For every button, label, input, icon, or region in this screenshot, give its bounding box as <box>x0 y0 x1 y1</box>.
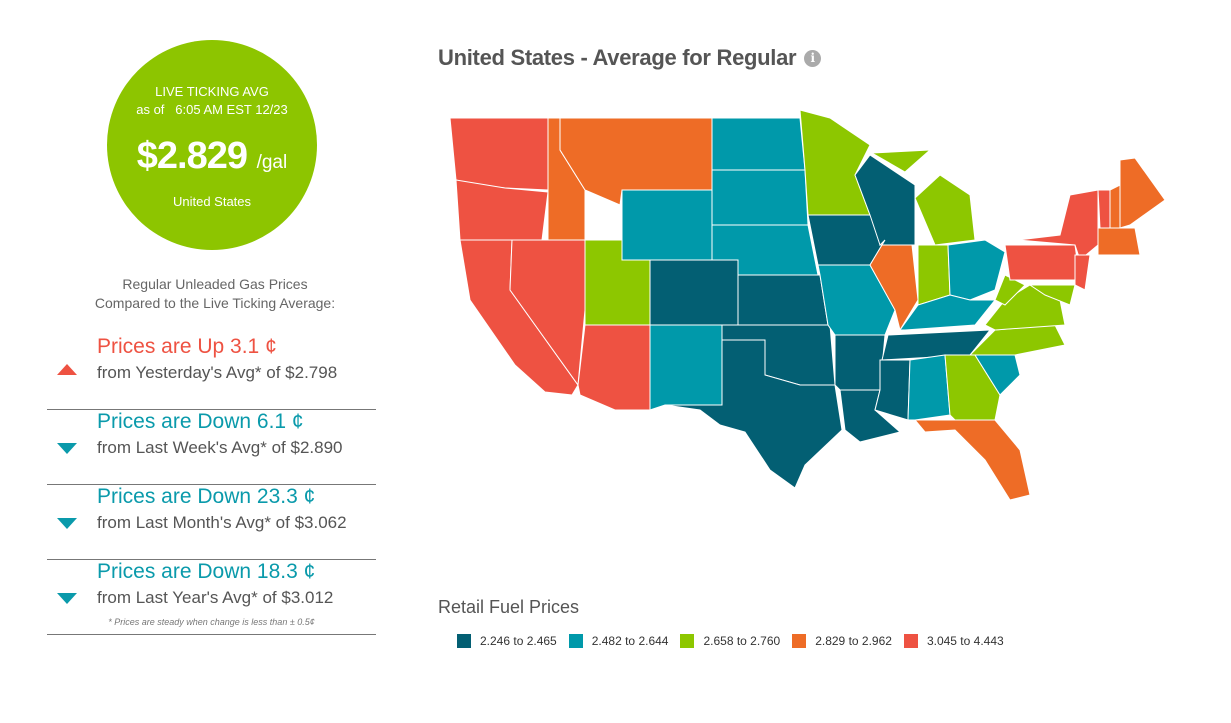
comparison-heading: Regular Unleaded Gas Prices Compared to … <box>40 275 390 313</box>
legend-range: 2.829 to 2.962 <box>815 634 892 648</box>
price-legend: 2.246 to 2.465 2.482 to 2.644 2.658 to 2.7… <box>457 634 1016 648</box>
state-sd[interactable] <box>711 169 809 226</box>
arrow-down-icon <box>57 443 77 454</box>
state-me[interactable] <box>1119 157 1166 229</box>
state-co[interactable] <box>649 259 739 326</box>
change-detail: from Last Year's Avg* of $3.012 <box>97 588 334 607</box>
state-tx[interactable] <box>664 339 843 489</box>
state-il[interactable] <box>869 239 919 332</box>
heading-line-1: Regular Unleaded Gas Prices <box>122 276 308 292</box>
live-avg-label: LIVE TICKING AVG <box>155 84 269 99</box>
comparison-item: Prices are Down 18.3 ¢ from Last Year's … <box>47 560 376 635</box>
legend-swatch <box>568 634 583 648</box>
arrow-down-icon <box>57 593 77 604</box>
state-wa[interactable] <box>449 117 549 191</box>
state-fl[interactable] <box>913 419 1031 501</box>
state-ma[interactable] <box>1097 227 1141 256</box>
state-wi[interactable] <box>854 154 916 246</box>
comparison-item: Prices are Down 23.3 ¢ from Last Month's… <box>47 485 376 560</box>
legend-swatch <box>903 634 918 648</box>
change-headline: Prices are Down 6.1 ¢ <box>97 410 304 433</box>
legend-swatch <box>792 634 807 648</box>
legend-title: Retail Fuel Prices <box>438 597 580 617</box>
change-detail: from Last Month's Avg* of $3.062 <box>97 513 347 532</box>
change-headline: Prices are Down 23.3 ¢ <box>97 485 316 508</box>
comparison-item: Prices are Down 6.1 ¢ from Last Week's A… <box>47 410 376 485</box>
change-detail: from Last Week's Avg* of $2.890 <box>97 438 343 457</box>
map-title-text: United States - Average for Regular <box>438 45 797 70</box>
state-ny[interactable] <box>1017 189 1099 261</box>
state-nj[interactable] <box>1074 254 1091 291</box>
change-detail: from Yesterday's Avg* of $2.798 <box>97 363 338 382</box>
state-nc[interactable] <box>968 324 1066 356</box>
change-headline: Prices are Up 3.1 ¢ <box>97 335 277 358</box>
arrow-up-icon <box>57 364 77 375</box>
legend-item: 2.246 to 2.465 <box>457 634 557 648</box>
change-headline: Prices are Down 18.3 ¢ <box>97 560 316 583</box>
state-wy[interactable] <box>621 189 713 261</box>
legend-item: 3.045 to 4.443 <box>903 634 1004 648</box>
state-mi[interactable] <box>914 174 976 246</box>
legend-item: 2.658 to 2.760 <box>680 634 780 648</box>
legend-range: 3.045 to 4.443 <box>926 634 1004 648</box>
legend-swatch <box>680 634 695 648</box>
state-nd[interactable] <box>711 117 806 171</box>
live-avg-price: $2.829 /gal <box>107 135 317 178</box>
legend-item: 2.829 to 2.962 <box>792 634 892 648</box>
state-oh[interactable] <box>947 239 1006 301</box>
state-az[interactable] <box>577 324 651 411</box>
state-nm[interactable] <box>649 324 723 411</box>
state-pa[interactable] <box>1004 244 1081 281</box>
legend-range: 2.246 to 2.465 <box>480 634 557 648</box>
state-ms[interactable] <box>874 359 911 421</box>
heading-line-2: Compared to the Live Ticking Average: <box>94 295 336 311</box>
comparison-item: Prices are Up 3.1 ¢ from Yesterday's Avg… <box>47 335 376 410</box>
state-or[interactable] <box>455 179 549 241</box>
state-vt[interactable] <box>1097 189 1111 229</box>
state-al[interactable] <box>907 354 951 421</box>
info-icon[interactable]: i <box>804 50 822 67</box>
state-wv[interactable] <box>994 274 1026 306</box>
state-miu[interactable] <box>870 149 932 173</box>
state-nh[interactable] <box>1109 184 1121 229</box>
legend-item: 2.482 to 2.644 <box>568 634 669 648</box>
live-average-badge: LIVE TICKING AVG as of 6:05 AM EST 12/23… <box>107 40 317 250</box>
legend-range: 2.482 to 2.644 <box>591 634 669 648</box>
price-value: $2.829 <box>136 135 248 177</box>
state-ar[interactable] <box>834 334 886 391</box>
state-ks[interactable] <box>737 274 829 326</box>
state-md[interactable] <box>1028 284 1076 306</box>
steady-footnote: * Prices are steady when change is less … <box>108 617 315 627</box>
price-unit: /gal <box>256 152 288 173</box>
region-label: United States <box>172 194 252 209</box>
legend-range: 2.658 to 2.760 <box>703 634 781 648</box>
legend-swatch <box>457 634 471 648</box>
arrow-down-icon <box>57 518 77 529</box>
state-mn[interactable] <box>799 109 871 216</box>
map-title: United States - Average for Regular i <box>438 45 822 71</box>
state-ky[interactable] <box>899 294 997 331</box>
as-of-time: as of 6:05 AM EST 12/23 <box>136 102 288 117</box>
